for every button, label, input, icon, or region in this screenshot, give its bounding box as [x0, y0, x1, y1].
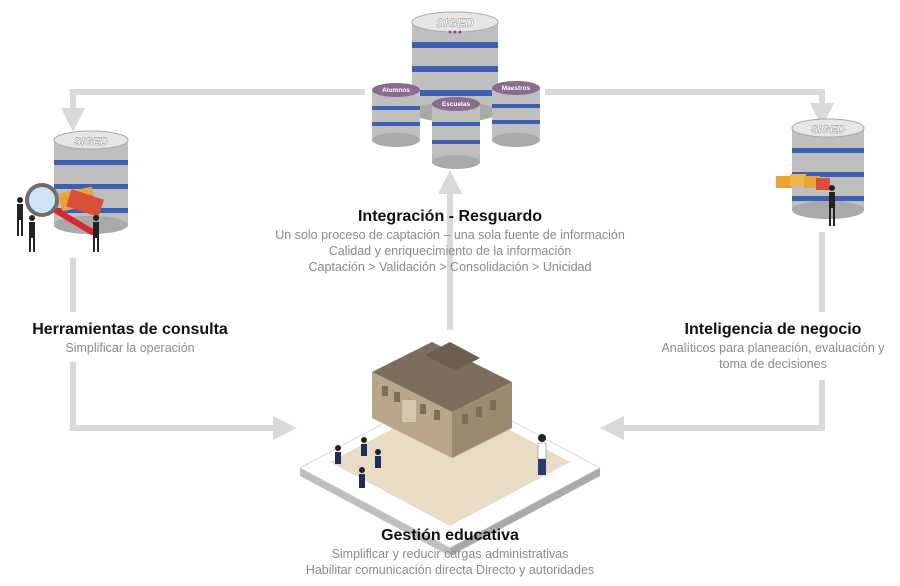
arrow-right-down-to-gestion — [600, 380, 825, 440]
node-integracion-line-1: Un solo proceso de captación – una sola … — [275, 228, 625, 242]
right-database-label: SIGED — [811, 124, 845, 136]
node-gestion-line-1: Simplificar y reducir cargas administrat… — [331, 547, 569, 561]
node-integracion-title: Integración - Resguardo — [357, 208, 543, 225]
database-folders-icon: SIGED — [776, 118, 865, 226]
database-alumnos-icon: Alumnos — [372, 83, 420, 147]
folder-icon — [776, 174, 830, 190]
node-integracion-line-3: Captación > Validación > Consolidación >… — [308, 260, 592, 274]
database-escuelas-label: Escuelas — [442, 101, 471, 108]
arrow-left-down-to-gestion — [70, 362, 297, 440]
node-herramientas-title: Herramientas de consulta — [32, 321, 228, 338]
node-gestion-line-2: Habilitar comunicación directa Directo y… — [305, 563, 595, 577]
node-inteligencia: Inteligencia de negocio Analíticos para … — [650, 320, 896, 372]
node-inteligencia-line-1: Analíticos para planeación, evaluación y — [661, 341, 885, 355]
node-gestion: Gestión educativa Simplificar y reducir … — [260, 526, 640, 578]
node-integracion: Integración - Resguardo Un solo proceso … — [230, 207, 670, 275]
node-herramientas: Herramientas de consulta Simplificar la … — [10, 320, 250, 356]
node-inteligencia-line-2: toma de decisiones — [719, 357, 827, 371]
database-escuelas-icon: Escuelas — [432, 97, 480, 169]
connectors — [61, 89, 834, 440]
database-cluster-icon: SIGED Alumnos Maestros — [372, 11, 540, 169]
database-alumnos-label: Alumnos — [382, 87, 410, 94]
node-integracion-line-2: Calidad y enriquecimiento de la informac… — [328, 244, 572, 258]
person-icon — [829, 185, 835, 226]
person-icon — [537, 434, 547, 475]
person-icon — [335, 437, 381, 488]
database-maestros-icon: Maestros — [492, 81, 540, 147]
database-magnifier-icon: SIGED — [17, 130, 129, 252]
arrow-central-to-left — [61, 89, 365, 132]
node-herramientas-line-1: Simplificar la operación — [65, 341, 195, 355]
node-gestion-title: Gestión educativa — [381, 527, 519, 544]
database-maestros-label: Maestros — [502, 85, 531, 92]
main-database-label: SIGED — [436, 16, 474, 30]
school-building-icon — [298, 342, 602, 556]
left-database-label: SIGED — [74, 136, 108, 148]
arrow-central-to-right — [545, 89, 834, 127]
node-inteligencia-title: Inteligencia de negocio — [684, 321, 862, 338]
person-icon — [17, 197, 99, 252]
